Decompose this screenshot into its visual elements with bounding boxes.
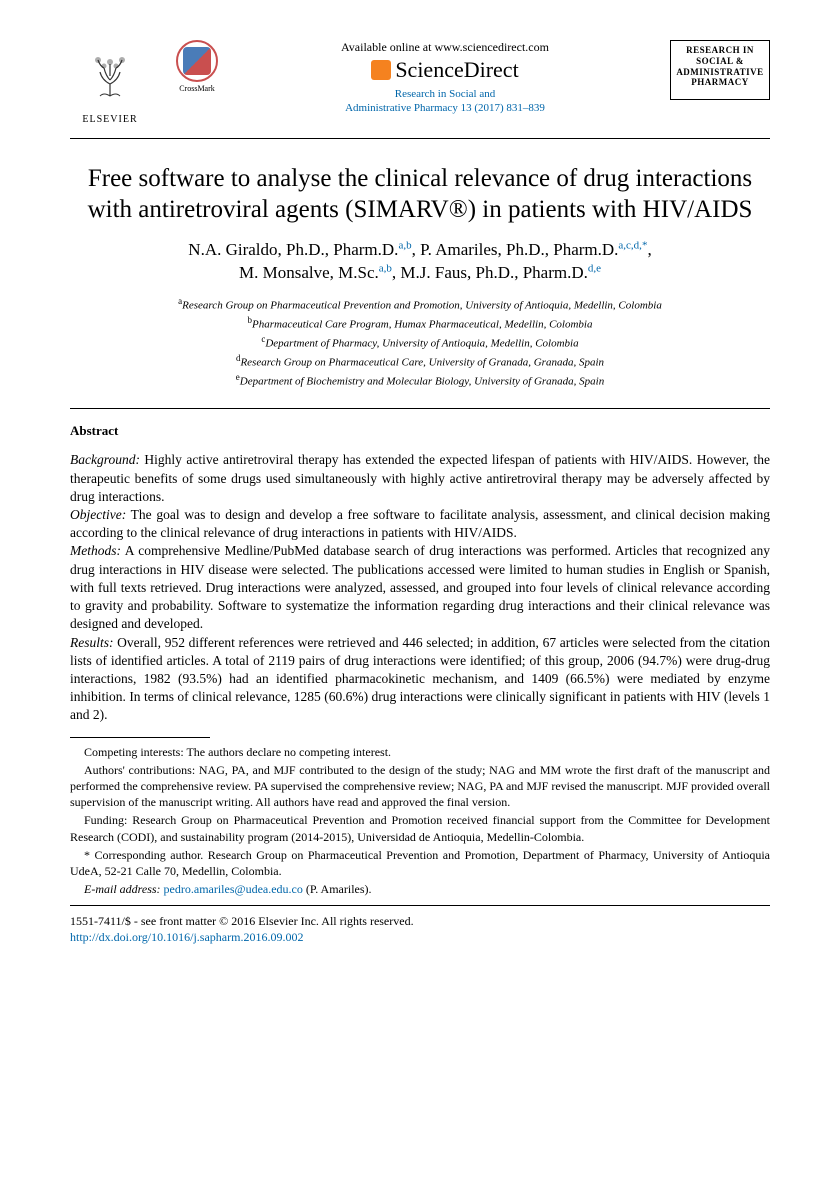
corresponding-email-link[interactable]: pedro.amariles@udea.edu.co [164,882,303,896]
email-author-suffix: (P. Amariles). [303,882,372,896]
footnotes-block: Competing interests: The authors declare… [70,744,770,898]
objective-label: Objective: [70,507,126,522]
doi-link[interactable]: http://dx.doi.org/10.1016/j.sapharm.2016… [70,930,303,944]
crossmark-icon [176,40,218,82]
methods-text: A comprehensive Medline/PubMed database … [70,543,770,631]
author-3-affiliations[interactable]: a,b [379,263,392,275]
abstract-heading: Abstract [70,423,770,439]
journal-reference[interactable]: Research in Social and Administrative Ph… [220,87,670,116]
header-center: Available online at www.sciencedirect.co… [220,40,670,116]
sd-availability-text: Available online at www.sciencedirect.co… [220,40,670,55]
crossmark-label: CrossMark [179,84,215,93]
copyright-divider [70,905,770,906]
objective-text: The goal was to design and develop a fre… [70,507,770,540]
results-label: Results: [70,635,114,650]
affiliation-d: Research Group on Pharmaceutical Care, U… [240,357,604,369]
affiliation-b: Pharmaceutical Care Program, Humax Pharm… [252,319,592,331]
author-1: N.A. Giraldo, Ph.D., Pharm.D. [188,240,398,259]
affiliation-c: Department of Pharmacy, University of An… [265,338,578,350]
abstract-body: Background: Highly active antiretroviral… [70,451,770,724]
author-2-affiliations[interactable]: a,c,d, [618,239,642,251]
author-1-affiliations[interactable]: a,b [398,239,411,251]
author-4-affiliations[interactable]: d,e [588,263,601,275]
sciencedirect-brand-text: ScienceDirect [395,57,518,83]
competing-interests: Competing interests: The authors declare… [70,744,770,760]
footnote-divider [70,737,210,738]
funding-statement: Funding: Research Group on Pharmaceutica… [70,812,770,844]
sciencedirect-logo[interactable]: ScienceDirect [220,57,670,83]
crossmark-badge[interactable]: CrossMark [174,40,220,100]
email-line: E-mail address: pedro.amariles@udea.edu.… [70,881,770,897]
author-list: N.A. Giraldo, Ph.D., Pharm.D.a,b, P. Ama… [70,238,770,286]
article-title: Free software to analyse the clinical re… [70,163,770,226]
journal-cover-thumbnail[interactable]: RESEARCH IN SOCIAL & ADMINISTRATIVE PHAR… [670,40,770,100]
author-2: P. Amariles, Ph.D., Pharm.D. [420,240,618,259]
elsevier-label: ELSEVIER [82,114,137,125]
affiliation-list: aResearch Group on Pharmaceutical Preven… [70,295,770,390]
corresponding-mark[interactable]: * [642,239,648,251]
copyright-block: 1551-7411/$ - see front matter © 2016 El… [70,914,770,945]
affiliation-e: Department of Biochemistry and Molecular… [240,376,604,388]
affiliation-divider [70,408,770,409]
header-divider [70,138,770,139]
sciencedirect-icon [371,60,391,80]
journal-cover-line1: RESEARCH IN SOCIAL & [675,45,765,67]
elsevier-tree-icon [78,46,142,110]
author-3: M. Monsalve, M.Sc. [239,263,379,282]
corresponding-author: * Corresponding author. Research Group o… [70,847,770,879]
header-left-group: ELSEVIER CrossMark [70,40,220,130]
affiliation-a: Research Group on Pharmaceutical Prevent… [182,300,662,312]
background-text: Highly active antiretroviral therapy has… [70,452,770,503]
author-contributions: Authors' contributions: NAG, PA, and MJF… [70,762,770,811]
author-4: M.J. Faus, Ph.D., Pharm.D. [400,263,588,282]
page-header: ELSEVIER CrossMark Available online at w… [70,40,770,130]
email-label: E-mail address: [84,882,161,896]
background-label: Background: [70,452,140,467]
elsevier-logo[interactable]: ELSEVIER [70,40,150,130]
results-text: Overall, 952 different references were r… [70,635,770,723]
journal-cover-line2: ADMINISTRATIVE PHARMACY [675,67,765,89]
methods-label: Methods: [70,543,121,558]
copyright-line: 1551-7411/$ - see front matter © 2016 El… [70,914,770,930]
